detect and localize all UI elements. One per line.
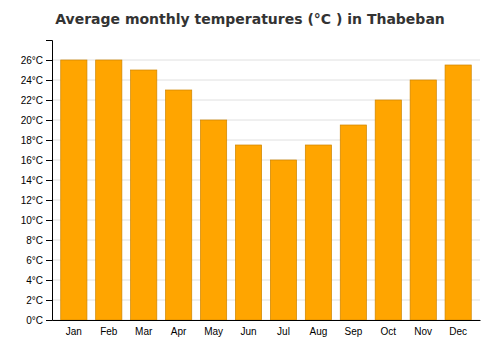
x-tick: Jun	[240, 320, 256, 337]
bar	[375, 100, 401, 320]
y-tick-mark	[46, 120, 52, 121]
x-axis-line	[53, 320, 481, 321]
bar	[235, 145, 261, 320]
y-tick: 4°C	[26, 275, 52, 286]
bar	[410, 80, 436, 320]
y-tick-mark	[46, 180, 52, 181]
x-tick: Mar	[135, 320, 153, 337]
x-tick: Aug	[310, 320, 328, 337]
y-tick-label: 14°C	[21, 175, 43, 186]
bar	[340, 125, 366, 320]
x-tick-label: May	[204, 326, 223, 337]
bar	[305, 145, 331, 320]
y-tick: 20°C	[21, 115, 52, 126]
x-tick-label: Dec	[449, 326, 467, 337]
x-tick-label: Jan	[66, 326, 82, 337]
y-tick-mark	[46, 80, 52, 81]
y-tick: 10°C	[21, 215, 52, 226]
x-tick-label: Sep	[344, 326, 362, 337]
x-tick-label: Mar	[135, 326, 153, 337]
x-tick-label: Oct	[381, 326, 397, 337]
grid	[52, 60, 480, 320]
bar	[270, 160, 296, 320]
y-tick-label: 8°C	[26, 235, 43, 246]
y-tick-label: 2°C	[26, 295, 43, 306]
y-tick-mark	[46, 200, 52, 201]
y-tick-label: 22°C	[21, 95, 43, 106]
bars	[61, 60, 472, 320]
y-tick-mark	[46, 280, 52, 281]
y-tick-label: 20°C	[21, 115, 43, 126]
y-tick-mark	[46, 60, 52, 61]
x-tick: May	[204, 320, 223, 337]
x-tick-label: Jul	[277, 326, 290, 337]
y-tick-label: 16°C	[21, 155, 43, 166]
y-tick: 22°C	[21, 95, 52, 106]
y-tick: 16°C	[21, 155, 52, 166]
x-tick: Feb	[100, 320, 118, 337]
x-tick: Apr	[171, 320, 187, 337]
x-tick: Jan	[66, 320, 82, 337]
y-tick-label: 6°C	[26, 255, 43, 266]
y-tick-mark	[46, 260, 52, 261]
y-tick-mark	[46, 100, 52, 101]
y-tick: 18°C	[21, 135, 52, 146]
x-tick-label: Aug	[310, 326, 328, 337]
x-tick-label: Feb	[100, 326, 118, 337]
y-tick-label: 18°C	[21, 135, 43, 146]
y-tick: 6°C	[26, 255, 52, 266]
chart-container: Jan Feb Mar Apr May Jun Jul Aug Sep Oct Nov Dec 0°C 2…	[0, 0, 500, 350]
y-tick-mark	[46, 240, 52, 241]
x-tick: Oct	[381, 320, 397, 337]
y-tick: 0°C	[26, 315, 52, 326]
y-tick: 14°C	[21, 175, 52, 186]
y-tick-mark	[46, 300, 52, 301]
y-tick: 2°C	[26, 295, 52, 306]
bar	[166, 90, 192, 320]
x-tick-label: Apr	[171, 326, 187, 337]
x-tick: Jul	[277, 320, 290, 337]
x-tick: Nov	[414, 320, 432, 337]
plot: Jan Feb Mar Apr May Jun Jul Aug Sep Oct Nov Dec 0°C 2…	[21, 41, 481, 338]
x-tick-label: Nov	[414, 326, 432, 337]
y-tick: 24°C	[21, 75, 52, 86]
bar	[445, 65, 471, 320]
y-tick-label: 0°C	[26, 315, 43, 326]
y-tick-mark	[46, 140, 52, 141]
y-tick-mark	[46, 160, 52, 161]
x-tick-label: Jun	[240, 326, 256, 337]
y-axis: 0°C 2°C 4°C 6°C 8°C 10°C 12°C 14°C 16°C 18°C 20°C 2…	[21, 41, 53, 326]
y-tick-mark	[46, 320, 52, 321]
bar	[200, 120, 226, 320]
x-axis: Jan Feb Mar Apr May Jun Jul Aug Sep Oct Nov Dec	[53, 320, 481, 337]
bar	[61, 60, 87, 320]
y-tick: 26°C	[21, 55, 52, 66]
x-tick: Dec	[449, 320, 467, 337]
x-tick: Sep	[344, 320, 362, 337]
y-tick-label: 12°C	[21, 195, 43, 206]
y-tick-mark	[46, 220, 52, 221]
y-tick: 12°C	[21, 195, 52, 206]
y-tick-label: 26°C	[21, 55, 43, 66]
y-tick-label: 4°C	[26, 275, 43, 286]
y-tick-label: 10°C	[21, 215, 43, 226]
y-axis-line	[46, 41, 53, 321]
chart-svg: Jan Feb Mar Apr May Jun Jul Aug Sep Oct Nov Dec 0°C 2…	[0, 0, 500, 350]
y-tick: 8°C	[26, 235, 52, 246]
title: Average monthly temperatures (°C ) in Th…	[55, 11, 445, 27]
bar	[131, 70, 157, 320]
y-tick-label: 24°C	[21, 75, 43, 86]
bar	[96, 60, 122, 320]
